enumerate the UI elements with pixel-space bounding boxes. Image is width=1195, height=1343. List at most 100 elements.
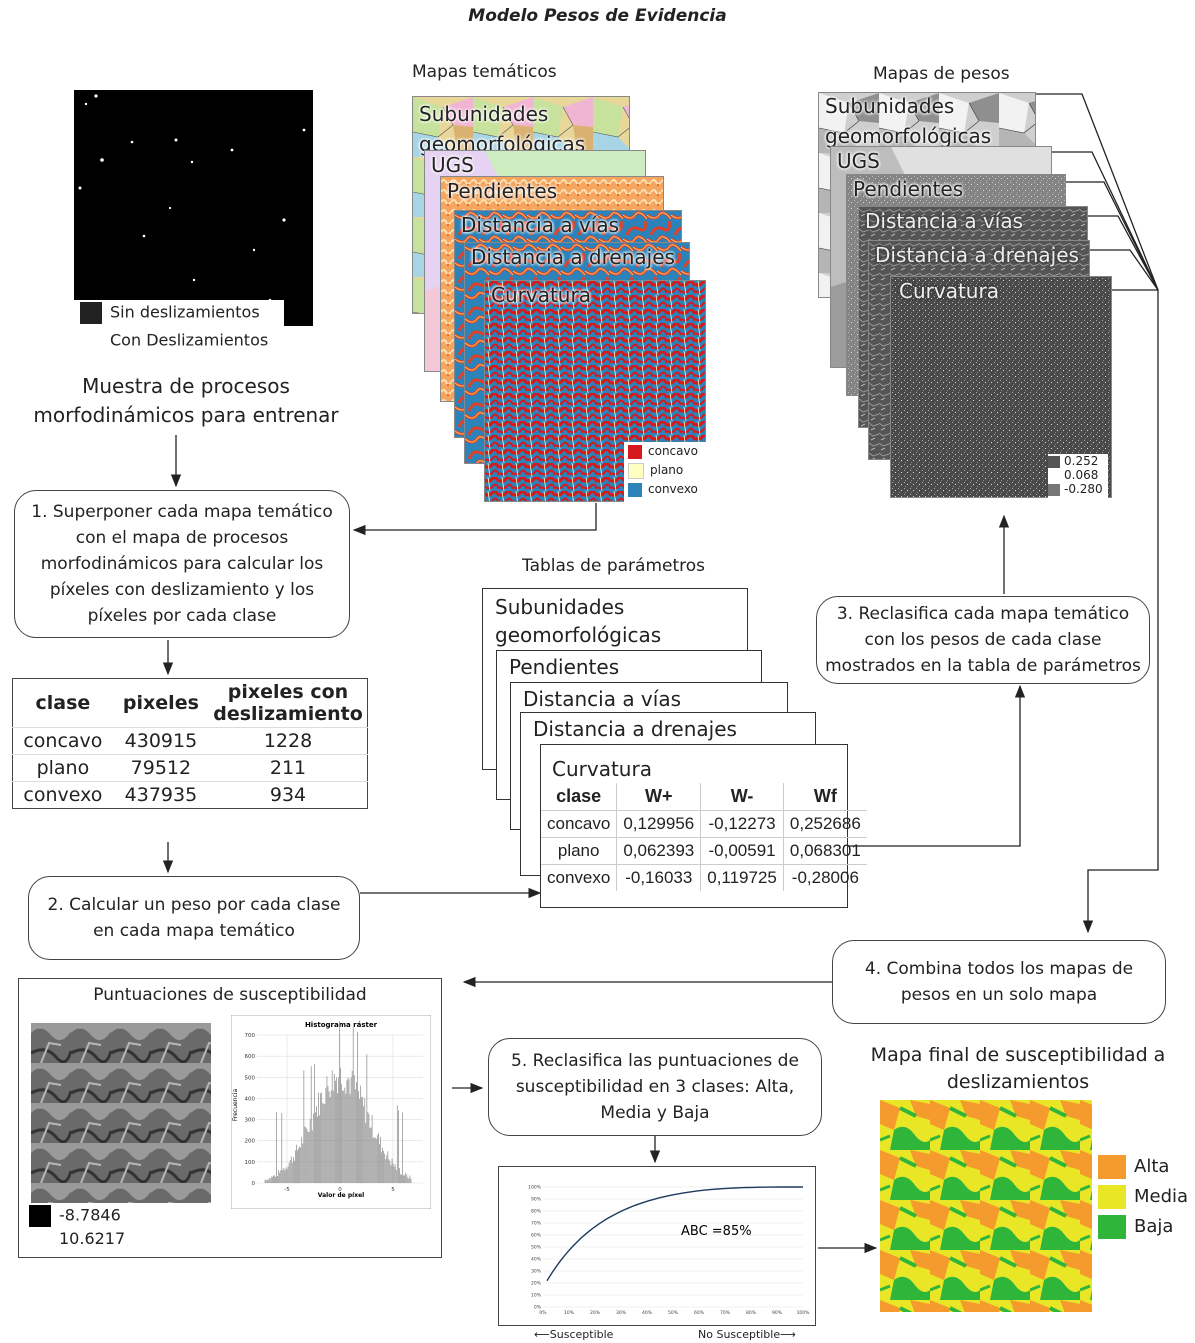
legend-label: 0.068 — [1064, 468, 1099, 482]
histogram-ytick: 0 — [252, 1181, 256, 1187]
legend-item-high: 0.252 — [1048, 454, 1108, 468]
legend-swatch — [628, 462, 644, 479]
legend-item-con: Con Deslizamientos — [80, 330, 268, 352]
curve-xtick: 10% — [564, 1310, 575, 1316]
table-cell: 79512 — [112, 754, 209, 782]
curve-xtick: 100% — [797, 1310, 811, 1316]
table-header-row: clase W+ W- Wf — [541, 783, 867, 811]
raster-histogram: Histograma ráster 0 100 200 300 400 500 600 700… — [231, 1015, 431, 1209]
legend-label: 0.252 — [1064, 454, 1099, 468]
bracket-weights-4 — [1088, 215, 1159, 291]
curve-xtick: 80% — [746, 1310, 757, 1316]
weights-heading: Mapas de pesos — [873, 64, 1010, 84]
step-2-box: 2. Calcular un peso por cada clase en ca… — [28, 876, 360, 960]
legend-swatch — [628, 482, 642, 497]
table-row: plano 79512 211 — [12, 754, 368, 782]
histogram-ytick: 400 — [245, 1096, 256, 1102]
table-header: clase — [35, 692, 91, 714]
weights-legend: 0.252 0.068 -0.280 — [1048, 454, 1108, 498]
arrow-params-to-step3 — [848, 684, 1026, 847]
curve-ytick: 60% — [531, 1233, 542, 1239]
thematic-heading: Mapas temáticos — [412, 62, 557, 82]
histogram-title: Histograma ráster — [305, 1021, 378, 1029]
table-cell: plano — [12, 754, 113, 782]
legend-label: plano — [650, 463, 684, 477]
histogram-ytick: 600 — [245, 1054, 256, 1060]
auc-annotation: ABC =85% — [681, 1224, 752, 1239]
legend-swatch — [1098, 1155, 1126, 1179]
layer-label: Subunidades geomorfológicas — [825, 94, 992, 148]
legend-swatch-white — [80, 330, 102, 352]
bracket-weights-3 — [1066, 181, 1159, 291]
bracket-weights-1 — [1036, 93, 1159, 291]
legend-item-sin: Sin deslizamientos — [80, 302, 260, 324]
table-header: W+ — [616, 783, 701, 811]
layer-label: Curvatura — [491, 283, 591, 307]
layer-label: Pendientes — [447, 179, 558, 203]
table-cell: convexo — [12, 781, 113, 809]
table-header-row: clase pixeles pixeles con deslizamiento — [13, 679, 368, 728]
curve-xtick: 20% — [590, 1310, 601, 1316]
table-cell: 0,119725 — [700, 864, 784, 891]
legend-label: Baja — [1134, 1216, 1174, 1237]
histogram-ytick: 500 — [245, 1075, 256, 1081]
table-row: convexo -0,16033 0,119725 -0,28006 — [541, 864, 867, 891]
legend-label: -0.280 — [1064, 482, 1103, 496]
table-cell: convexo — [547, 868, 611, 887]
legend-item-mid: 0.068 — [1048, 468, 1108, 482]
pixel-count-table: clase pixeles pixeles con deslizamiento … — [12, 678, 368, 809]
table-cell: -0,00591 — [700, 837, 784, 865]
table-cell: concavo — [12, 727, 113, 755]
layer-label: Distancia a drenajes — [875, 243, 1079, 267]
table-cell: 934 — [209, 781, 368, 809]
legend-swatch-black — [80, 302, 102, 324]
curve-ytick: 70% — [531, 1221, 542, 1227]
legend-item-convexo: convexo — [628, 480, 706, 499]
legend-swatch-black — [29, 1205, 51, 1227]
step-1-box: 1. Superponer cada mapa temático con el … — [14, 490, 350, 638]
histogram-xtick: 0 — [338, 1187, 342, 1193]
bracket-weights-5 — [1090, 249, 1159, 291]
curve-ytick: 10% — [531, 1293, 542, 1299]
layer-label: UGS — [431, 153, 474, 177]
legend-item-baja: Baja — [1098, 1212, 1188, 1242]
curve-ytick: 0% — [534, 1305, 542, 1311]
legend-label: 10.6217 — [59, 1229, 126, 1248]
curvature-legend: concavo plano convexo — [624, 442, 706, 502]
legend-item-concavo: concavo — [628, 442, 706, 461]
curve-xtick: 40% — [642, 1310, 653, 1316]
arrow-thematic-to-step1 — [352, 503, 597, 536]
table-row: concavo 430915 1228 — [12, 727, 368, 755]
scores-panel: Puntuaciones de susceptibilidad -8.7846 … — [18, 978, 442, 1258]
legend-swatch — [1098, 1215, 1126, 1239]
histogram-ylabel: Frecuencia — [232, 1089, 239, 1122]
legend-swatch — [628, 444, 642, 459]
curve-ytick: 20% — [531, 1281, 542, 1287]
legend-item-media: Media — [1098, 1182, 1188, 1212]
layer-label: Curvatura — [899, 279, 999, 303]
step-4-box: 4. Combina todos los mapas de pesos en u… — [832, 940, 1166, 1024]
legend-label: Con Deslizamientos — [110, 330, 269, 350]
step-5-box: 5. Reclasifica las puntuaciones de susce… — [488, 1038, 822, 1136]
curve-ytick: 100% — [528, 1185, 542, 1191]
curve-ytick: 50% — [531, 1245, 542, 1251]
training-sample-map — [74, 90, 313, 326]
legend-item-plano: plano — [628, 461, 706, 480]
table-cell: 430915 — [112, 727, 209, 755]
layer-label: Distancia a vías — [461, 213, 619, 237]
legend-item-max: 10.6217 — [29, 1229, 125, 1248]
legend-item-alta: Alta — [1098, 1152, 1188, 1182]
histogram-ytick: 100 — [245, 1160, 256, 1166]
curve-ytick: 80% — [531, 1209, 542, 1215]
curve-xtick: 30% — [616, 1310, 627, 1316]
table-cell: 0,068301 — [782, 837, 867, 865]
table-header: clase — [541, 783, 617, 811]
legend-swatch — [1048, 455, 1060, 468]
param-card-curvature: Curvatura clase W+ W- Wf concavo 0,129956… — [540, 744, 867, 908]
cumulative-curve-line — [546, 1186, 803, 1282]
success-rate-curve: 0% 10% 20% 30% 40% 50% 60% 70% 80% 90% 100% 0% 10% 2… — [528, 1185, 811, 1317]
table-cell: -0,16033 — [616, 864, 701, 891]
scores-raster-map — [31, 1023, 211, 1203]
not-susceptible-arrow: No Susceptible⟶ — [698, 1328, 796, 1341]
